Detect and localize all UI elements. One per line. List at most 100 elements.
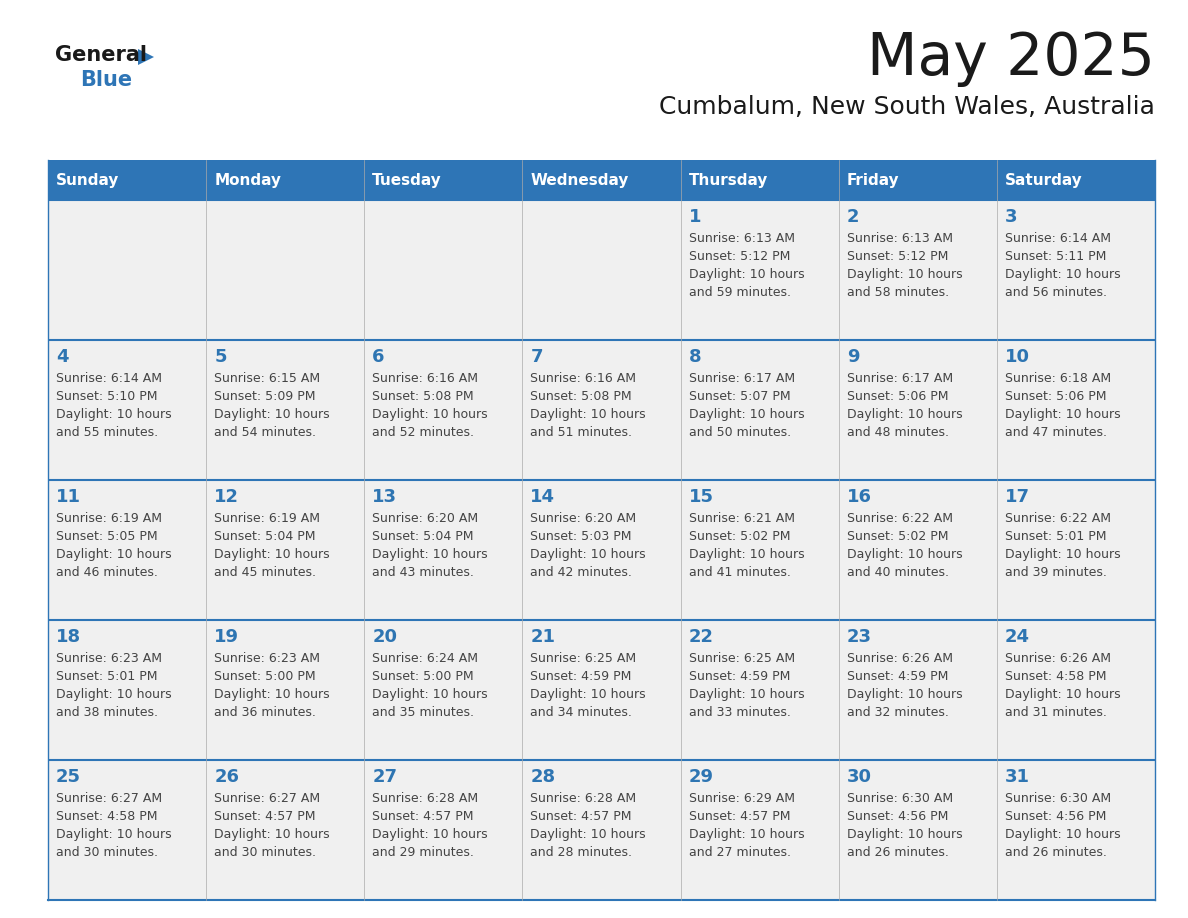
Text: Sunrise: 6:28 AM: Sunrise: 6:28 AM	[530, 792, 637, 805]
Bar	[365, 160, 523, 200]
Text: and 43 minutes.: and 43 minutes.	[372, 566, 474, 579]
Text: Daylight: 10 hours: Daylight: 10 hours	[214, 548, 330, 561]
Text: and 26 minutes.: and 26 minutes.	[1005, 846, 1107, 859]
Text: Daylight: 10 hours: Daylight: 10 hours	[56, 828, 171, 841]
Text: Friday: Friday	[847, 173, 899, 187]
Text: Sunrise: 6:22 AM: Sunrise: 6:22 AM	[847, 512, 953, 525]
Text: Sunrise: 6:19 AM: Sunrise: 6:19 AM	[214, 512, 320, 525]
Bar	[365, 340, 523, 480]
Text: Sunrise: 6:30 AM: Sunrise: 6:30 AM	[847, 792, 953, 805]
Text: and 51 minutes.: and 51 minutes.	[530, 426, 632, 439]
Text: Sunrise: 6:29 AM: Sunrise: 6:29 AM	[689, 792, 795, 805]
Text: Daylight: 10 hours: Daylight: 10 hours	[214, 688, 330, 701]
Text: Daylight: 10 hours: Daylight: 10 hours	[530, 688, 646, 701]
Text: Sunset: 5:03 PM: Sunset: 5:03 PM	[530, 530, 632, 543]
Text: and 35 minutes.: and 35 minutes.	[372, 706, 474, 719]
Bar	[523, 620, 681, 760]
Bar	[997, 200, 1155, 340]
Text: Sunset: 4:58 PM: Sunset: 4:58 PM	[56, 810, 158, 823]
Text: 13: 13	[372, 488, 397, 506]
Bar	[207, 760, 365, 900]
Text: Sunrise: 6:17 AM: Sunrise: 6:17 AM	[847, 372, 953, 385]
Text: Daylight: 10 hours: Daylight: 10 hours	[530, 828, 646, 841]
Text: Sunrise: 6:19 AM: Sunrise: 6:19 AM	[56, 512, 162, 525]
Bar	[681, 160, 839, 200]
Bar	[681, 200, 839, 340]
Text: Thursday: Thursday	[689, 173, 767, 187]
Text: 15: 15	[689, 488, 714, 506]
Text: 3: 3	[1005, 208, 1017, 226]
Bar	[207, 200, 365, 340]
Text: Sunrise: 6:22 AM: Sunrise: 6:22 AM	[1005, 512, 1111, 525]
Text: Sunrise: 6:14 AM: Sunrise: 6:14 AM	[56, 372, 162, 385]
Text: Sunset: 4:58 PM: Sunset: 4:58 PM	[1005, 670, 1106, 683]
Text: and 39 minutes.: and 39 minutes.	[1005, 566, 1107, 579]
Text: 27: 27	[372, 768, 397, 786]
Text: Sunrise: 6:27 AM: Sunrise: 6:27 AM	[56, 792, 162, 805]
Text: Sunrise: 6:13 AM: Sunrise: 6:13 AM	[847, 232, 953, 245]
Text: May 2025: May 2025	[867, 30, 1155, 87]
Bar	[523, 760, 681, 900]
Text: Sunrise: 6:14 AM: Sunrise: 6:14 AM	[1005, 232, 1111, 245]
Text: and 27 minutes.: and 27 minutes.	[689, 846, 790, 859]
Bar	[997, 480, 1155, 620]
Text: Daylight: 10 hours: Daylight: 10 hours	[1005, 548, 1120, 561]
Text: and 48 minutes.: and 48 minutes.	[847, 426, 949, 439]
Text: Sunset: 5:12 PM: Sunset: 5:12 PM	[847, 250, 948, 263]
Text: 6: 6	[372, 348, 385, 366]
Bar	[523, 480, 681, 620]
Text: Sunset: 4:57 PM: Sunset: 4:57 PM	[689, 810, 790, 823]
Text: 9: 9	[847, 348, 859, 366]
Text: Sunset: 5:11 PM: Sunset: 5:11 PM	[1005, 250, 1106, 263]
Text: and 30 minutes.: and 30 minutes.	[56, 846, 158, 859]
Text: and 50 minutes.: and 50 minutes.	[689, 426, 791, 439]
Text: Sunset: 5:01 PM: Sunset: 5:01 PM	[56, 670, 158, 683]
Text: Daylight: 10 hours: Daylight: 10 hours	[372, 828, 488, 841]
Bar	[207, 480, 365, 620]
Bar	[365, 200, 523, 340]
Text: Sunset: 4:57 PM: Sunset: 4:57 PM	[530, 810, 632, 823]
Text: Daylight: 10 hours: Daylight: 10 hours	[1005, 408, 1120, 421]
Text: Saturday: Saturday	[1005, 173, 1082, 187]
Bar	[681, 340, 839, 480]
Text: 28: 28	[530, 768, 556, 786]
Text: and 30 minutes.: and 30 minutes.	[214, 846, 316, 859]
Bar	[839, 620, 997, 760]
Text: Sunset: 5:06 PM: Sunset: 5:06 PM	[1005, 390, 1106, 403]
Text: and 28 minutes.: and 28 minutes.	[530, 846, 632, 859]
Bar	[997, 160, 1155, 200]
Text: 29: 29	[689, 768, 714, 786]
Text: General: General	[55, 45, 147, 65]
Text: Sunrise: 6:13 AM: Sunrise: 6:13 AM	[689, 232, 795, 245]
Text: Sunset: 5:09 PM: Sunset: 5:09 PM	[214, 390, 316, 403]
Text: Sunset: 5:06 PM: Sunset: 5:06 PM	[847, 390, 948, 403]
Text: Sunday: Sunday	[56, 173, 119, 187]
Text: Daylight: 10 hours: Daylight: 10 hours	[372, 408, 488, 421]
Text: Sunset: 5:00 PM: Sunset: 5:00 PM	[372, 670, 474, 683]
Text: Blue: Blue	[80, 70, 132, 90]
Text: and 29 minutes.: and 29 minutes.	[372, 846, 474, 859]
Text: 23: 23	[847, 628, 872, 646]
Text: Monday: Monday	[214, 173, 282, 187]
Text: Sunset: 5:02 PM: Sunset: 5:02 PM	[847, 530, 948, 543]
Text: 11: 11	[56, 488, 81, 506]
Text: 31: 31	[1005, 768, 1030, 786]
Bar	[523, 340, 681, 480]
Text: 5: 5	[214, 348, 227, 366]
Text: Sunrise: 6:28 AM: Sunrise: 6:28 AM	[372, 792, 479, 805]
Text: and 41 minutes.: and 41 minutes.	[689, 566, 790, 579]
Text: Sunset: 4:59 PM: Sunset: 4:59 PM	[530, 670, 632, 683]
Text: Sunrise: 6:20 AM: Sunrise: 6:20 AM	[530, 512, 637, 525]
Bar	[207, 340, 365, 480]
Text: and 46 minutes.: and 46 minutes.	[56, 566, 158, 579]
Text: and 58 minutes.: and 58 minutes.	[847, 286, 949, 299]
Bar	[997, 340, 1155, 480]
Text: Sunset: 5:12 PM: Sunset: 5:12 PM	[689, 250, 790, 263]
Text: and 31 minutes.: and 31 minutes.	[1005, 706, 1107, 719]
Text: Sunrise: 6:25 AM: Sunrise: 6:25 AM	[689, 652, 795, 665]
Bar	[681, 760, 839, 900]
Bar	[839, 480, 997, 620]
Text: and 59 minutes.: and 59 minutes.	[689, 286, 790, 299]
Text: 24: 24	[1005, 628, 1030, 646]
Text: Wednesday: Wednesday	[530, 173, 628, 187]
